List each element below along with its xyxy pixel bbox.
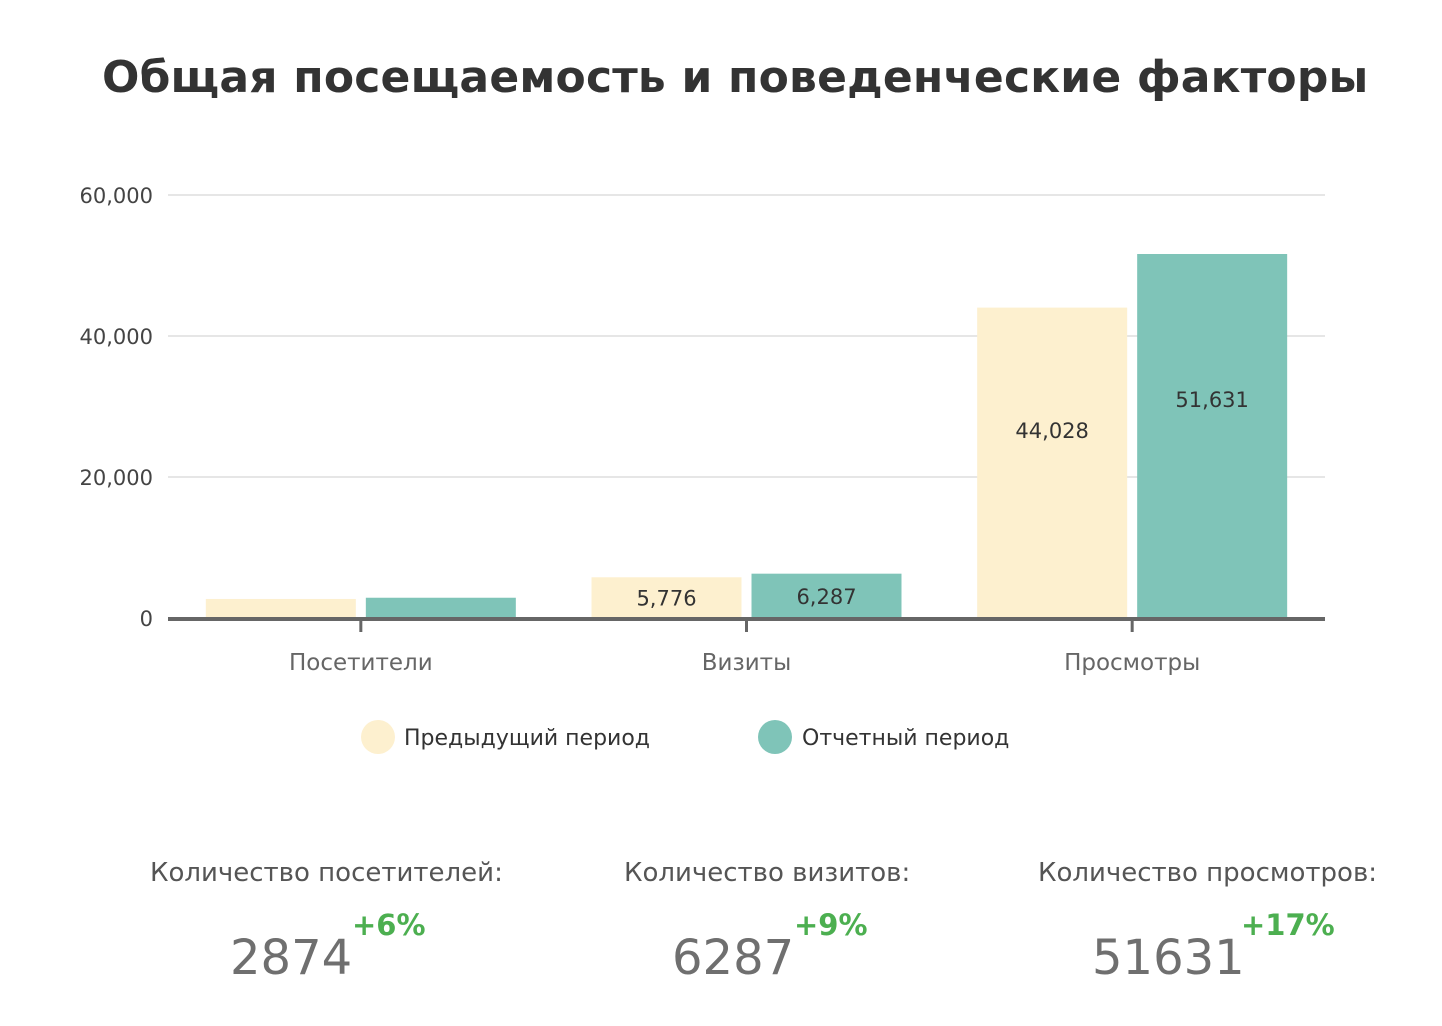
bar bbox=[591, 577, 742, 618]
stat-value: 2874 bbox=[230, 930, 353, 986]
bar bbox=[365, 597, 516, 618]
stat-label: Количество просмотров: bbox=[1038, 858, 1378, 888]
bar-chart: 0 20,000 40,000 60,000 Посетители 5,776 6,287 В… bbox=[80, 184, 1325, 754]
legend-label: Предыдущий период bbox=[404, 726, 650, 751]
x-tick-label: Визиты bbox=[702, 650, 791, 676]
data-label: 51,631 bbox=[1175, 388, 1248, 412]
bar bbox=[977, 307, 1128, 618]
x-tick-label: Посетители bbox=[289, 650, 433, 676]
stat-change: +6% bbox=[352, 908, 426, 942]
y-tick-label: 40,000 bbox=[80, 325, 153, 349]
data-label: 6,287 bbox=[796, 585, 856, 609]
x-tick-label: Просмотры bbox=[1064, 650, 1200, 676]
stat-visits: Количество визитов: 6287 +9% bbox=[624, 858, 924, 986]
stat-value: 6287 bbox=[672, 930, 795, 986]
y-tick-label: 60,000 bbox=[80, 184, 153, 208]
legend-swatch bbox=[758, 720, 792, 754]
stat-visitors: Количество посетителей: 2874 +6% bbox=[150, 858, 503, 986]
bar bbox=[751, 573, 902, 618]
stat-value: 51631 bbox=[1092, 930, 1245, 986]
legend-label: Отчетный период bbox=[802, 726, 1009, 751]
y-tick-label: 20,000 bbox=[80, 466, 153, 490]
stat-label: Количество посетителей: bbox=[150, 858, 503, 888]
bar bbox=[1137, 254, 1288, 618]
data-label: 5,776 bbox=[636, 587, 696, 611]
legend-swatch bbox=[361, 720, 395, 754]
stat-change: +9% bbox=[794, 908, 868, 942]
y-tick-label: 0 bbox=[140, 607, 153, 631]
bar bbox=[205, 598, 356, 618]
page-title: Общая посещаемость и поведенческие факто… bbox=[102, 52, 1369, 103]
stat-label: Количество визитов: bbox=[624, 858, 911, 888]
data-label: 44,028 bbox=[1015, 419, 1088, 443]
stat-change: +17% bbox=[1241, 908, 1335, 942]
stat-views: Количество просмотров: 51631 +17% bbox=[1038, 858, 1398, 986]
